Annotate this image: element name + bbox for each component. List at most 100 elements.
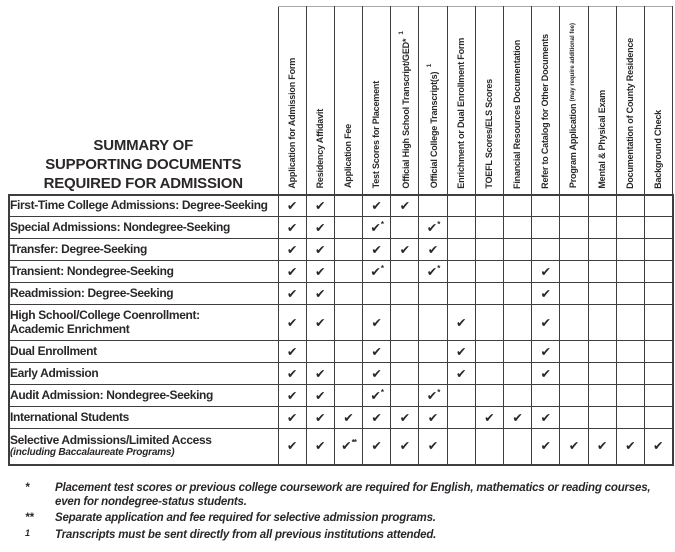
check-cell xyxy=(502,282,533,305)
row-label-text: Selective Admissions/Limited Access xyxy=(10,433,212,448)
checkmark-icon: ✔ xyxy=(625,438,636,454)
check-cell xyxy=(587,216,617,239)
check-cell xyxy=(333,194,364,217)
checkmark-icon: ✔ xyxy=(315,197,326,213)
row-label: Early Admission xyxy=(8,362,279,385)
column-header-label: TOEFL Scores/ELS Scores xyxy=(483,78,494,189)
checkmark-icon: ✔ xyxy=(370,387,381,403)
check-cell xyxy=(446,384,476,407)
check-cell xyxy=(502,238,533,261)
check-cell xyxy=(446,238,476,261)
footnote-marker: 1 xyxy=(25,527,30,538)
check-cell: ✔ xyxy=(277,282,307,305)
row-label-text: Readmission: Degree-Seeking xyxy=(10,285,174,300)
check-cell xyxy=(643,406,674,429)
check-cell: ✔ xyxy=(531,428,561,466)
title-line-3: REQUIRED FOR ADMISSION xyxy=(43,174,243,192)
check-cell xyxy=(446,216,476,239)
checkmark-icon: ✔ xyxy=(455,343,467,359)
column-header-text: Enrichment or Dual Enrollment Form xyxy=(455,37,466,189)
check-cell xyxy=(502,384,533,407)
check-cell xyxy=(559,304,589,341)
check-cell: ✔ xyxy=(305,216,335,239)
checkmark-icon: ✔ xyxy=(596,438,608,454)
check-cell: ✔ xyxy=(615,428,645,466)
check-cell: ✔ xyxy=(305,194,335,217)
checkmark-icon: ✔ xyxy=(371,197,382,213)
column-header-label: Program Application (may require additio… xyxy=(568,23,578,188)
check-cell: ✔ xyxy=(305,238,335,261)
footnotes: * Placement test scores or previous colle… xyxy=(25,481,660,543)
table-row: First-Time College Admissions: Degree-Se… xyxy=(8,194,674,217)
check-cell: ✔ xyxy=(531,406,561,429)
row-label-text: International Students xyxy=(10,409,129,424)
checkmark-footnote-marker: * xyxy=(380,387,384,397)
check-cell xyxy=(559,282,589,305)
check-cell: ✔ xyxy=(362,362,392,385)
checkmark-icon: ✔ xyxy=(286,409,298,425)
row-label-text: Transient: Nondegree-Seeking xyxy=(10,263,174,278)
check-cell xyxy=(390,304,420,341)
column-header-text: Application for Admission Form xyxy=(286,57,297,189)
check-cell: ✔ xyxy=(277,238,307,261)
column-header-text: TOEFL Scores/ELS Scores xyxy=(483,78,494,189)
check-cell xyxy=(559,340,589,363)
checkmark-icon: ✔ xyxy=(426,263,438,279)
check-cell: ✔* xyxy=(418,384,448,407)
check-cell xyxy=(333,216,364,239)
checkmark-icon: ✔ xyxy=(371,241,382,257)
check-cell xyxy=(390,282,420,305)
column-header: Mental & Physical Exam xyxy=(587,6,617,196)
admissions-documents-table: SUMMARY OF SUPPORTING DOCUMENTS REQUIRED… xyxy=(8,6,674,466)
check-cell xyxy=(446,428,476,466)
check-cell xyxy=(474,260,505,283)
table-row: Dual Enrollment ✔ ✔ ✔ ✔ xyxy=(8,340,674,363)
column-header-label: Documentation of County Residence xyxy=(625,38,635,189)
checkmark-icon: ✔ xyxy=(315,263,326,279)
row-label: Transfer: Degree-Seeking xyxy=(8,238,279,261)
check-cell xyxy=(474,282,505,305)
column-header: Program Application (may require additio… xyxy=(559,6,589,196)
check-cell xyxy=(615,194,645,217)
checkmark-icon: ✔ xyxy=(540,285,552,301)
checkmark-icon: ✔ xyxy=(286,263,298,279)
footnote-text: Placement test scores or previous colleg… xyxy=(55,481,651,508)
checkmark-icon: ✔ xyxy=(540,438,552,454)
check-cell xyxy=(615,260,645,283)
checkmark-icon: ✔ xyxy=(455,365,467,381)
row-label: Readmission: Degree-Seeking xyxy=(8,282,279,305)
footnote: 1 Transcripts must be sent directly from … xyxy=(25,528,660,542)
check-cell xyxy=(446,406,476,429)
column-header-label: Official College Transcript(s) 1 xyxy=(426,64,439,188)
check-cell: ✔ xyxy=(305,384,335,407)
check-cell xyxy=(474,238,505,261)
check-cell xyxy=(531,238,561,261)
row-label: Selective Admissions/Limited Access (incl… xyxy=(8,428,279,466)
check-cell xyxy=(587,260,617,283)
check-cell xyxy=(643,282,674,305)
row-label: Dual Enrollment xyxy=(8,340,279,363)
check-cell xyxy=(418,194,448,217)
check-cell xyxy=(587,304,617,341)
title-line-1: SUMMARY OF xyxy=(93,137,194,155)
footnote-marker: ** xyxy=(25,512,34,525)
check-cell xyxy=(333,304,364,341)
check-cell xyxy=(333,260,364,283)
check-cell xyxy=(502,260,533,283)
check-cell: ✔ xyxy=(531,340,561,363)
check-cell: ✔* xyxy=(362,384,392,407)
checkmark-icon: ✔ xyxy=(568,438,580,454)
check-cell: ✔ xyxy=(446,304,476,341)
checkmark-icon: ✔ xyxy=(315,285,326,301)
check-cell: ✔ xyxy=(305,260,335,283)
check-cell: ✔ xyxy=(643,428,674,466)
checkmark-icon: ✔ xyxy=(540,314,552,330)
table-row: Transfer: Degree-Seeking ✔ ✔ ✔ ✔ ✔ xyxy=(8,238,674,261)
check-cell: ✔ xyxy=(390,406,420,429)
checkmark-icon: ✔ xyxy=(426,387,438,403)
check-cell: ✔ xyxy=(390,428,420,466)
column-header-text: Test Scores for Placement xyxy=(371,81,382,189)
check-cell xyxy=(559,362,589,385)
check-cell xyxy=(502,194,533,217)
column-header-text: Background Check xyxy=(653,109,664,189)
